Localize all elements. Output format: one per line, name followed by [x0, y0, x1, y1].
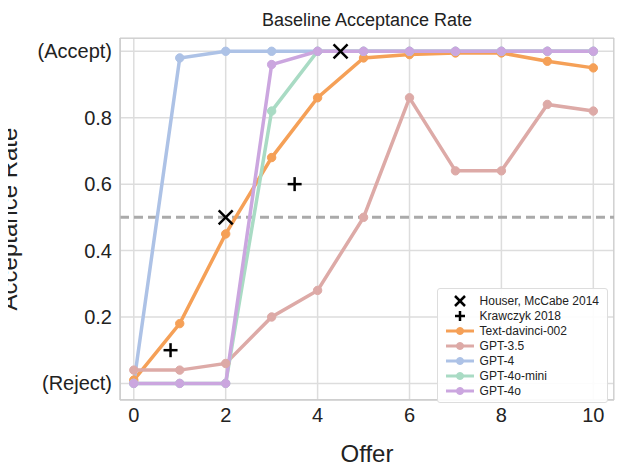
svg-text:0.6: 0.6	[84, 173, 112, 195]
html-text:GPT-4o: GPT-4o	[479, 383, 521, 398]
html-text:GPT-4o-mini: GPT-4o-mini	[479, 368, 547, 383]
svg-text:6: 6	[404, 404, 415, 426]
html-text:Houser, McCabe 2014: Houser, McCabe 2014	[479, 293, 599, 308]
svg-text:0.2: 0.2	[84, 306, 112, 328]
html-text:GPT-4: GPT-4	[479, 353, 515, 368]
svg-text:4: 4	[312, 404, 323, 426]
svg-text:8: 8	[496, 404, 507, 426]
svg-text:(Accept): (Accept)	[38, 40, 112, 62]
html-text:Baseline Acceptance Rate: Baseline Acceptance Rate	[261, 10, 473, 30]
svg-text:2: 2	[220, 404, 231, 426]
svg-text:0: 0	[128, 404, 139, 426]
svg-text:0.4: 0.4	[84, 240, 112, 262]
svg-text:0.8: 0.8	[84, 107, 112, 129]
html-text:Krawczyk 2018: Krawczyk 2018	[479, 308, 561, 323]
html-text:GPT-3.5: GPT-3.5	[479, 338, 525, 353]
svg-text:10: 10	[582, 404, 604, 426]
svg-text:Acceptance Rate: Acceptance Rate	[8, 128, 22, 311]
html-text:Text-davinci-002: Text-davinci-002	[479, 323, 567, 338]
svg-text:(Reject): (Reject)	[42, 372, 112, 394]
svg-text:Offer: Offer	[341, 440, 394, 462]
